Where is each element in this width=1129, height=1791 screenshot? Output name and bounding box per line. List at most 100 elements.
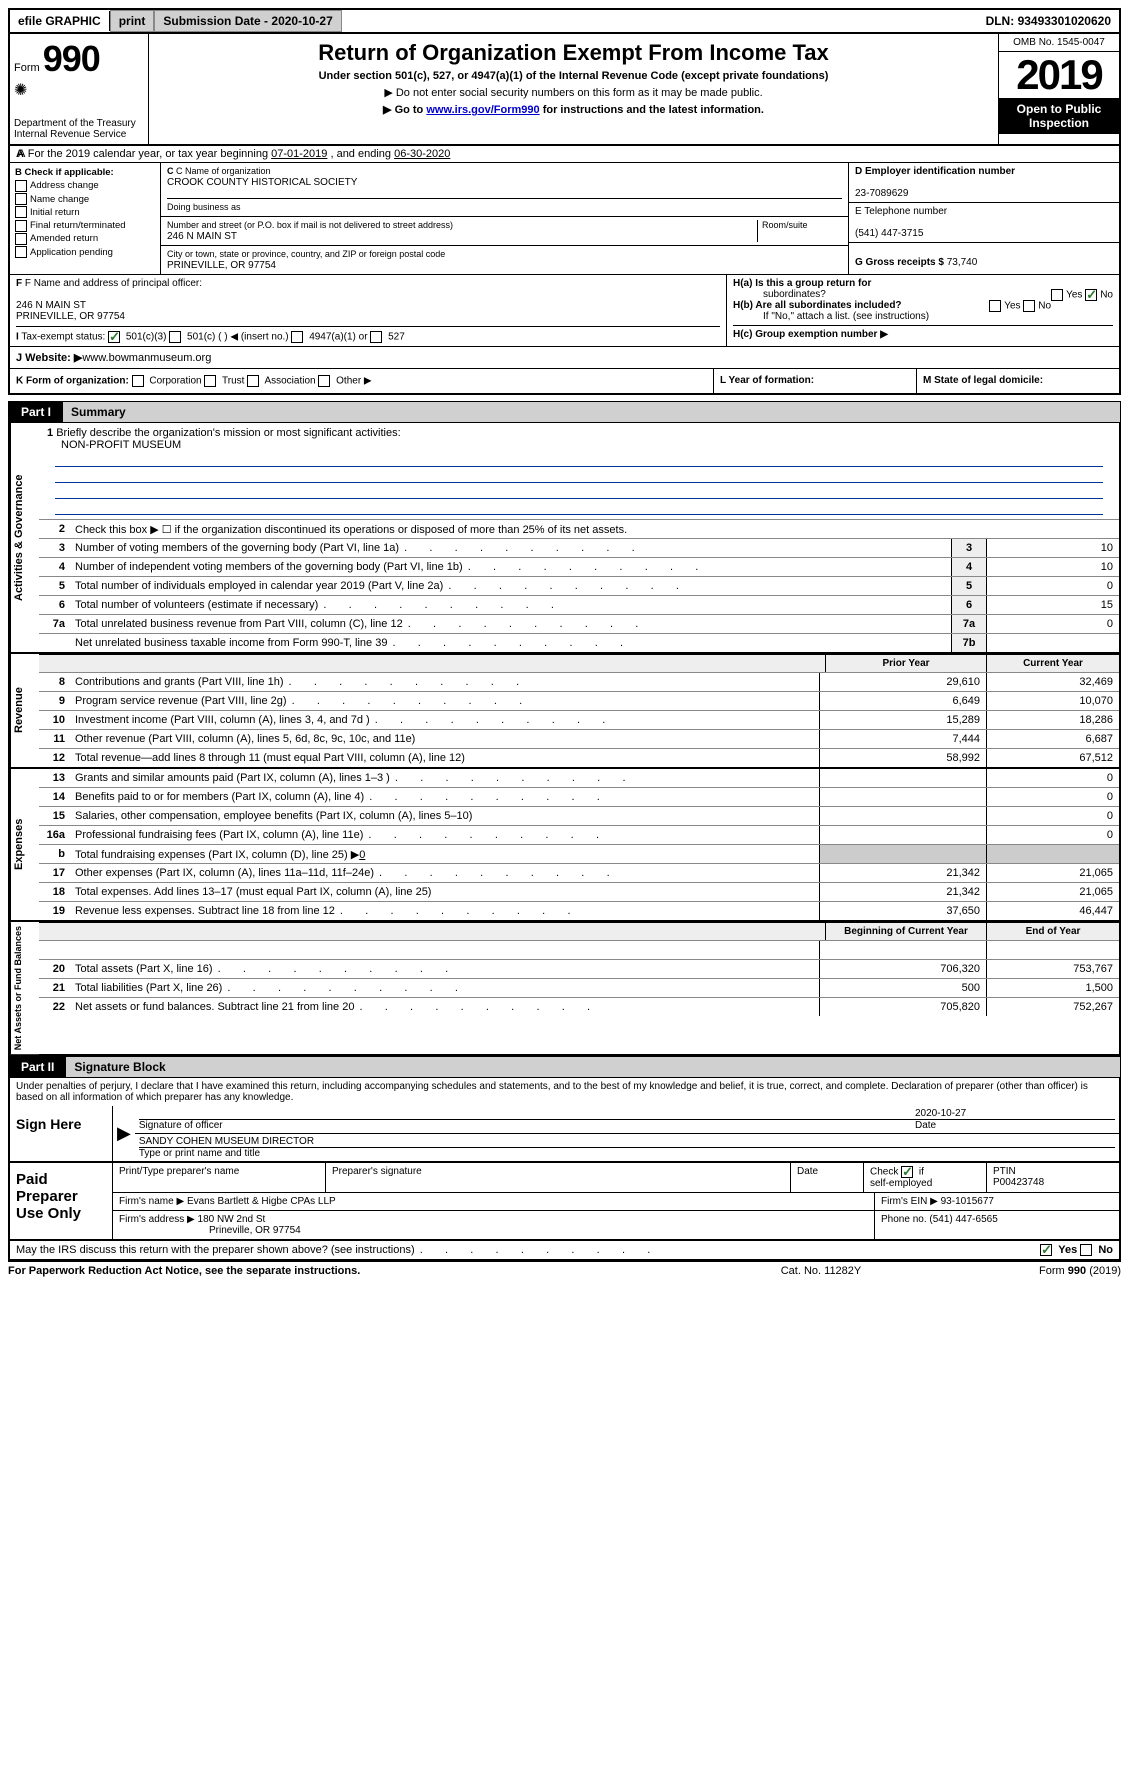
- h-b: H(b) Are all subordinates included? Yes …: [733, 300, 1113, 322]
- l17: Other expenses (Part IX, column (A), lin…: [71, 865, 819, 881]
- c11: 6,687: [986, 730, 1119, 748]
- sig-date: 2020-10-27: [915, 1108, 966, 1119]
- hb-no[interactable]: [1023, 300, 1035, 312]
- tax-year: 2019: [999, 52, 1119, 98]
- org-name: CROOK COUNTY HISTORICAL SOCIETY: [167, 177, 357, 188]
- footer-left: For Paperwork Reduction Act Notice, see …: [8, 1265, 721, 1277]
- l1-text: Briefly describe the organization's miss…: [56, 427, 400, 439]
- p14: [819, 788, 986, 806]
- print-button[interactable]: print: [110, 10, 155, 32]
- k-assoc[interactable]: [247, 375, 259, 387]
- row-j-website: J Website: ▶ www.bowmanmuseum.org: [8, 347, 1121, 369]
- checkbox-4947[interactable]: [291, 331, 303, 343]
- firm-name: Evans Bartlett & Higbe CPAs LLP: [187, 1196, 336, 1207]
- form-header: Form 990 ✺ Department of the Treasury In…: [8, 34, 1121, 146]
- discuss-q: May the IRS discuss this return with the…: [16, 1244, 953, 1256]
- pp-ptin: PTINP00423748: [987, 1163, 1119, 1192]
- l10: Investment income (Part VIII, column (A)…: [71, 712, 819, 728]
- p16a: [819, 826, 986, 844]
- side-net: Net Assets or Fund Balances: [10, 922, 39, 1054]
- p8: 29,610: [819, 673, 986, 691]
- hdr-beg: Beginning of Current Year: [825, 923, 986, 940]
- block-expenses: Expenses 13Grants and similar amounts pa…: [8, 769, 1121, 922]
- c12: 67,512: [986, 749, 1119, 767]
- part-1-header: Part I Summary: [8, 401, 1121, 423]
- checkbox-527[interactable]: [370, 331, 382, 343]
- c16a: 0: [986, 826, 1119, 844]
- gross-value: 73,740: [947, 257, 978, 268]
- pp-name-label: Print/Type preparer's name: [113, 1163, 326, 1192]
- block-net-assets: Net Assets or Fund Balances Beginning of…: [8, 922, 1121, 1056]
- dln: DLN: 93493301020620: [978, 11, 1119, 31]
- omb-number: OMB No. 1545-0047: [999, 34, 1119, 52]
- dept-treasury: Department of the Treasury: [14, 118, 144, 129]
- pp-date-label: Date: [791, 1163, 864, 1192]
- p20: 706,320: [819, 960, 986, 978]
- c19: 46,447: [986, 902, 1119, 920]
- hdr-prior: Prior Year: [825, 655, 986, 672]
- ha-yes[interactable]: [1051, 289, 1063, 301]
- k-other[interactable]: [318, 375, 330, 387]
- date-label: Date: [915, 1119, 1115, 1131]
- c22: 752,267: [986, 998, 1119, 1016]
- l21: Total liabilities (Part X, line 26): [71, 980, 819, 996]
- self-emp-check[interactable]: [901, 1166, 913, 1178]
- side-revenue: Revenue: [10, 654, 39, 767]
- sign-here-label: Sign Here: [10, 1106, 113, 1161]
- checkbox-app-pending[interactable]: [15, 246, 27, 258]
- v7a: 0: [986, 615, 1119, 633]
- l16b: Total fundraising expenses (Part IX, col…: [71, 846, 819, 863]
- l18: Total expenses. Add lines 13–17 (must eq…: [71, 884, 819, 900]
- form-number: Form 990: [14, 38, 144, 80]
- l15: Salaries, other compensation, employee b…: [71, 808, 819, 824]
- hdr-end: End of Year: [986, 923, 1119, 940]
- phone: (541) 447-6565: [929, 1214, 997, 1225]
- checkbox-address-change[interactable]: [15, 180, 27, 192]
- pp-sig-label: Preparer's signature: [326, 1163, 791, 1192]
- instructions-link[interactable]: www.irs.gov/Form990: [426, 104, 539, 116]
- checkbox-amended[interactable]: [15, 233, 27, 245]
- discuss-yes[interactable]: [1040, 1244, 1052, 1256]
- block-governance: Activities & Governance 1 Briefly descri…: [8, 423, 1121, 654]
- row-a-tax-year: AA For the 2019 calendar year, or tax ye…: [8, 146, 1121, 163]
- irs-label: Internal Revenue Service: [14, 129, 144, 140]
- l7b: Net unrelated business taxable income fr…: [71, 635, 951, 651]
- paid-preparer-block: Paid Preparer Use Only Print/Type prepar…: [8, 1162, 1121, 1241]
- k-trust[interactable]: [204, 375, 216, 387]
- city-state-zip: PRINEVILLE, OR 97754: [167, 260, 276, 271]
- c21: 1,500: [986, 979, 1119, 997]
- p18: 21,342: [819, 883, 986, 901]
- room-label: Room/suite: [762, 220, 808, 230]
- subtitle-1: Under section 501(c), 527, or 4947(a)(1)…: [155, 70, 992, 82]
- hb-yes[interactable]: [989, 300, 1001, 312]
- officer-name: SANDY COHEN MUSEUM DIRECTOR: [139, 1136, 314, 1147]
- firm-addr2: Prineville, OR 97754: [209, 1225, 301, 1236]
- l2-text: Check this box ▶ ☐ if the organization d…: [71, 521, 1119, 538]
- l3: Number of voting members of the governin…: [71, 540, 951, 556]
- phone-label: Phone no.: [881, 1214, 929, 1225]
- checkbox-initial-return[interactable]: [15, 206, 27, 218]
- l-label: L Year of formation:: [720, 375, 814, 386]
- p13: [819, 769, 986, 787]
- l14: Benefits paid to or for members (Part IX…: [71, 789, 819, 805]
- footer-right: Form 990 (2019): [921, 1265, 1121, 1277]
- l20: Total assets (Part X, line 16): [71, 961, 819, 977]
- discuss-no[interactable]: [1080, 1244, 1092, 1256]
- firm-addr-label: Firm's address ▶: [119, 1214, 195, 1225]
- m-label: M State of legal domicile:: [923, 375, 1043, 386]
- side-expenses: Expenses: [10, 769, 39, 920]
- ha-no[interactable]: [1085, 289, 1097, 301]
- firm-addr1: 180 NW 2nd St: [198, 1214, 266, 1225]
- k-corp[interactable]: [132, 375, 144, 387]
- checkbox-501c3[interactable]: [108, 331, 120, 343]
- checkbox-name-change[interactable]: [15, 193, 27, 205]
- p11: 7,444: [819, 730, 986, 748]
- l7a: Total unrelated business revenue from Pa…: [71, 616, 951, 632]
- gross-label: G Gross receipts $: [855, 257, 947, 268]
- checkbox-501c[interactable]: [169, 331, 181, 343]
- l12: Total revenue—add lines 8 through 11 (mu…: [71, 750, 819, 766]
- side-governance: Activities & Governance: [10, 423, 39, 652]
- website-value: www.bowmanmuseum.org: [82, 352, 211, 364]
- checkbox-final-return[interactable]: [15, 220, 27, 232]
- v3: 10: [986, 539, 1119, 557]
